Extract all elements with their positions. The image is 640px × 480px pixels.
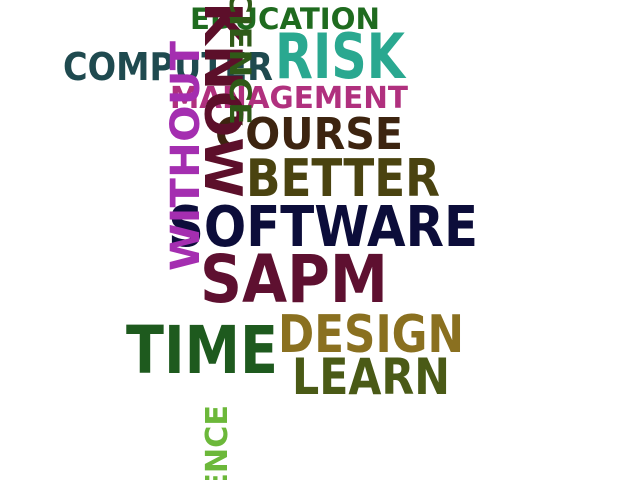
word-without: WITHOUT <box>163 40 209 271</box>
word-course: COURSE <box>215 109 403 160</box>
word-learn: LEARN <box>292 348 450 406</box>
word-computer: COMPUTER <box>63 45 273 89</box>
word-risk: RISK <box>275 20 407 93</box>
word-software: SOFTWARE <box>168 195 478 260</box>
word-design: DESIGN <box>278 305 464 365</box>
word-time: TIME <box>126 312 278 389</box>
word-science: SCIENCE <box>223 0 257 125</box>
word-experience: EXPERIENCE <box>200 405 235 480</box>
word-education: EDUCATION <box>190 2 380 36</box>
word-better: BETTER <box>246 149 440 209</box>
word-sapm: SAPM <box>200 241 388 318</box>
word-management: MANAGEMENT <box>170 81 409 116</box>
word-know: KNOW <box>192 2 252 198</box>
